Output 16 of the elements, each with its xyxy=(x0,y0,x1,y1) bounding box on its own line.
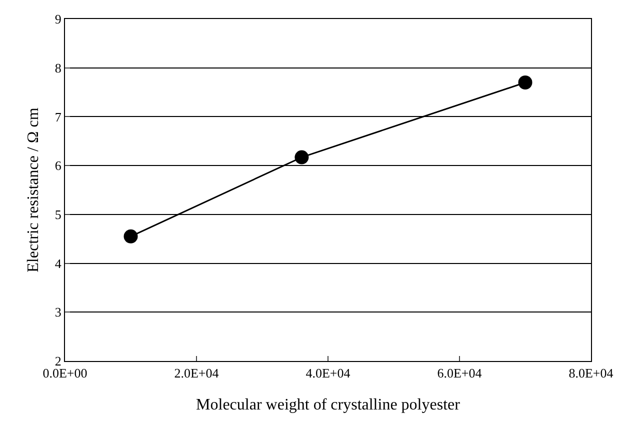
x-tick-label: 4.0E+04 xyxy=(306,366,351,381)
x-axis-title: Molecular weight of crystalline polyester xyxy=(196,396,461,414)
point xyxy=(124,229,138,244)
y-tick-label: 6 xyxy=(54,158,62,174)
y-tick-label: 5 xyxy=(54,206,62,222)
y-axis-title: Electric resistance / Ω cm xyxy=(24,107,42,272)
x-tick-label: 6.0E+04 xyxy=(437,366,482,381)
x-tick-label: 2.0E+04 xyxy=(174,366,220,381)
point xyxy=(294,150,309,164)
x-tick-label: 8.0E+04 xyxy=(568,366,614,381)
y-tick-label: 7 xyxy=(54,109,62,124)
y-tick-label: 3 xyxy=(54,304,62,320)
y-tick-label: 8 xyxy=(54,60,62,76)
y-tick-label: 9 xyxy=(54,12,62,27)
y-tick-label: 4 xyxy=(54,256,62,271)
point xyxy=(518,76,532,90)
